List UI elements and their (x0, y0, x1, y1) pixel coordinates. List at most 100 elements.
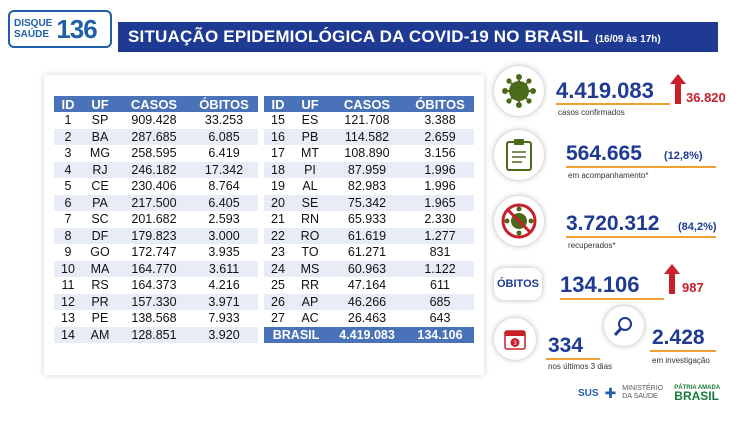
table-cell: PR (82, 293, 118, 310)
table-cell: AP (292, 293, 328, 310)
table-row: 12 PR 157.330 3.971 (54, 293, 258, 310)
table-cell: 128.851 (118, 326, 190, 343)
monitoring-value: 564.665 (566, 142, 642, 165)
table-cell: 6.085 (190, 128, 258, 145)
table-cell: 3.000 (190, 227, 258, 244)
table-cell: 87.959 (328, 161, 406, 178)
logo-number: 136 (56, 13, 97, 44)
table-cell: 172.747 (131, 245, 177, 260)
disque-saude-logo: DISQUE SAÚDE 136 (8, 10, 112, 48)
table-cell: 26 (264, 293, 292, 310)
logo-line1: DISQUE (14, 18, 53, 29)
table-cell: 4.216 (208, 278, 240, 293)
confirmed-underline (556, 103, 670, 105)
table-cell: 121.708 (344, 113, 390, 128)
table-row: 20 SE 75.342 1.965 (264, 194, 474, 211)
brasil-logo: PÁTRIA AMADA BRASIL (674, 384, 721, 403)
table-cell: 643 (429, 311, 451, 326)
table-cell: 61.271 (347, 245, 387, 260)
table-row: 1 SP 909.428 33.253 (54, 112, 258, 129)
table-cell: 21 (271, 212, 285, 227)
recovered-label: recuperados* (568, 241, 616, 250)
table-cell: 258.595 (131, 146, 177, 161)
column-header: UF (292, 96, 328, 112)
recovered-value: 3.720.312 (566, 212, 660, 235)
investigation-value: 2.428 (652, 326, 705, 349)
table-cell: 8.764 (208, 179, 240, 194)
table-cell: 15 (271, 113, 285, 128)
increase-arrow-icon (670, 74, 686, 104)
state-table-right: ID UF CASOS ÓBITOS 15 ES 121.708 3.388 16 PB 114.… (264, 96, 474, 343)
table-row: 19 AL 82.983 1.996 (264, 178, 474, 195)
column-header: ÓBITOS (406, 96, 474, 112)
table-cell: 17.342 (190, 161, 258, 178)
table-header-row: ID UF CASOS ÓBITOS (264, 96, 474, 112)
last-3-days-label: nos últimos 3 dias (548, 362, 613, 371)
table-cell: 201.682 (131, 212, 177, 227)
table-row: 10 MA 164.770 3.611 (54, 260, 258, 277)
table-cell: 75.342 (328, 194, 406, 211)
column-header: CASOS (328, 96, 406, 112)
table-cell: 1 (64, 113, 72, 128)
crossed-virus-icon (494, 196, 544, 246)
sus-cross-icon: ✚ (604, 384, 617, 401)
monitoring-underline (566, 166, 716, 168)
table-row: 27 AC 26.463 643 (264, 310, 474, 327)
table-cell: 7.933 (208, 311, 240, 326)
table-row: 18 PI 87.959 1.996 (264, 161, 474, 178)
table-row: 16 PB 114.582 2.659 (264, 128, 474, 145)
table-row: 25 RR 47.164 611 (264, 277, 474, 294)
monitoring-label: em acompanhamento* (568, 171, 649, 180)
table-row: 24 MS 60.963 1.122 (264, 260, 474, 277)
table-row: 14 AM 128.851 3.920 (54, 326, 258, 343)
table-cell: 108.890 (344, 146, 390, 161)
table-cell: CE (91, 179, 109, 194)
table-cell: BA (82, 128, 118, 145)
table-cell: 23 (271, 245, 285, 260)
table-cell: 82.983 (347, 179, 387, 194)
table-cell: 7 (64, 212, 72, 227)
table-cell: TO (301, 245, 319, 260)
table-cell: 3.935 (208, 245, 240, 260)
table-cell: AL (302, 179, 318, 194)
table-cell: 6.405 (190, 194, 258, 211)
deaths-increase: 987 (682, 280, 704, 295)
table-cell: 1.122 (406, 260, 474, 277)
table-row: 8 DF 179.823 3.000 (54, 227, 258, 244)
table-cell: 10 (54, 260, 82, 277)
table-cell: AC (301, 311, 319, 326)
table-cell: 9 (64, 245, 72, 260)
table-row: 13 PE 138.568 7.933 (54, 310, 258, 327)
table-cell: 25 (271, 278, 285, 293)
recovered-underline (566, 236, 716, 238)
monitoring-percent: (12,8%) (664, 150, 703, 162)
table-row: 15 ES 121.708 3.388 (264, 112, 474, 129)
table-cell: ES (301, 113, 319, 128)
table-row: 9 GO 172.747 3.935 (54, 244, 258, 261)
table-cell: 4 (54, 161, 82, 178)
table-cell: PI (292, 161, 328, 178)
column-header: ID (54, 96, 82, 112)
table-cell: 17 (271, 146, 285, 161)
table-cell: 20 (264, 194, 292, 211)
table-cell: 138.568 (131, 311, 177, 326)
table-row: 11 RS 164.373 4.216 (54, 277, 258, 294)
table-cell: MG (89, 146, 111, 161)
confirmed-cases-value: 4.419.083 (556, 78, 654, 103)
table-cell: 1.965 (406, 194, 474, 211)
increase-arrow-icon (664, 264, 680, 294)
table-cell: SE (292, 194, 328, 211)
table-row: 5 CE 230.406 8.764 (54, 178, 258, 195)
table-cell: 3 (64, 146, 72, 161)
table-cell: MS (292, 260, 328, 277)
table-cell: 18 (264, 161, 292, 178)
table-cell: DF (82, 227, 118, 244)
last-3-days-underline (546, 358, 600, 360)
table-cell: 909.428 (131, 113, 177, 128)
recovered-percent: (84,2%) (678, 221, 717, 233)
table-cell: SC (91, 212, 109, 227)
table-cell: PE (91, 311, 109, 326)
table-cell: RR (300, 278, 320, 293)
table-row: 7 SC 201.682 2.593 (54, 211, 258, 228)
column-header: UF (82, 96, 118, 112)
